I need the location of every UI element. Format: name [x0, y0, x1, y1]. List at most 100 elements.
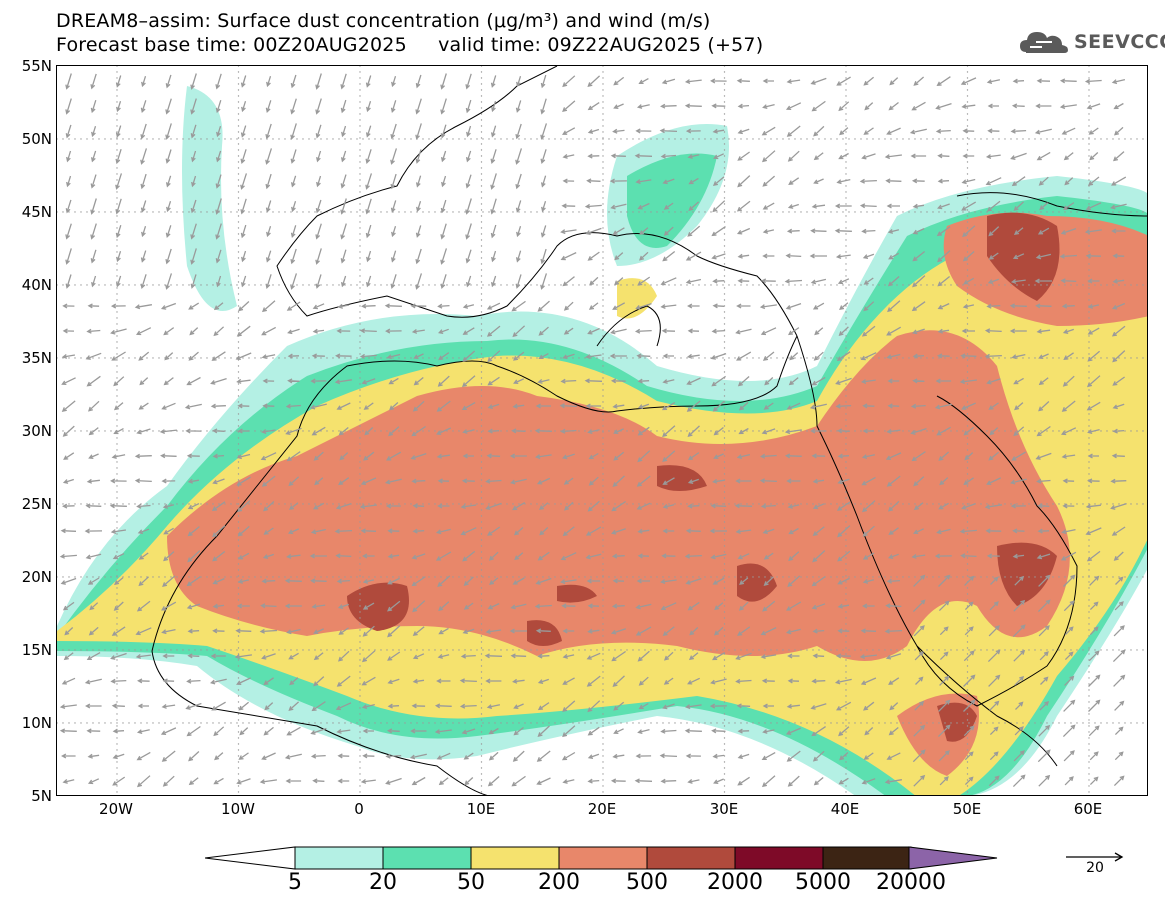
wind-arrow	[685, 278, 702, 285]
wind-arrow	[388, 426, 400, 437]
wind-arrow	[410, 303, 427, 309]
wind-arrow	[585, 526, 602, 536]
wind-arrow	[313, 451, 324, 461]
wind-arrow	[216, 275, 222, 288]
wind-arrow	[836, 76, 851, 86]
wind-arrow	[290, 273, 298, 290]
wind-arrow	[240, 198, 247, 215]
wind-arrow	[861, 778, 876, 785]
wind-arrow	[337, 603, 350, 609]
wind-arrow	[788, 327, 800, 336]
wind-arrow	[612, 302, 626, 310]
wind-arrow	[788, 177, 800, 185]
wind-arrow	[887, 403, 900, 409]
wind-arrow	[662, 178, 675, 185]
wind-arrow	[113, 402, 124, 411]
wind-arrow	[166, 201, 172, 213]
wind-arrow	[535, 577, 552, 585]
wind-arrow	[1011, 103, 1025, 109]
wind-arrow	[837, 628, 850, 634]
wind-arrow	[284, 603, 302, 609]
wind-arrow	[236, 778, 251, 785]
wind-arrow	[613, 76, 625, 86]
wind-arrow	[685, 528, 701, 534]
wind-arrow	[365, 149, 372, 164]
wind-arrow	[638, 676, 649, 686]
wind-arrow	[1059, 78, 1077, 84]
wind-arrow	[361, 676, 376, 686]
wind-arrow	[960, 553, 977, 559]
wind-arrow	[660, 728, 677, 734]
wind-arrow	[709, 703, 727, 709]
wind-arrow	[338, 477, 350, 486]
wind-arrow	[385, 328, 402, 334]
wind-arrow	[939, 626, 949, 636]
wind-arrow	[66, 150, 72, 163]
wind-arrow	[688, 452, 700, 461]
wind-arrow	[834, 678, 852, 685]
wind-arrow	[985, 154, 1001, 160]
wind-arrow	[462, 350, 476, 362]
wind-arrow	[1110, 502, 1127, 510]
wind-arrow	[612, 578, 625, 584]
wind-arrow	[712, 200, 726, 213]
wind-arrow	[310, 578, 327, 584]
wind-arrow	[87, 303, 100, 309]
wind-arrow	[989, 751, 999, 761]
wind-arrow	[135, 627, 152, 636]
wind-arrow	[310, 528, 326, 535]
wind-arrow	[1062, 503, 1075, 509]
wind-arrow	[1062, 328, 1075, 334]
wind-arrow	[939, 675, 950, 686]
wind-arrow	[634, 328, 652, 334]
wind-arrow	[1085, 503, 1101, 509]
wind-arrow	[786, 228, 800, 234]
wind-arrow	[736, 78, 750, 84]
colorbar	[205, 846, 998, 870]
wind-arrow	[712, 400, 725, 412]
wind-arrow	[62, 601, 75, 611]
wind-arrow	[762, 175, 776, 187]
wind-arrow	[862, 428, 874, 434]
wind-arrow	[712, 128, 725, 134]
wind-arrow	[465, 99, 472, 114]
wind-arrow	[737, 103, 750, 109]
wind-arrow	[988, 775, 1000, 787]
lon-label: 40E	[830, 800, 860, 818]
wind-arrow	[238, 752, 249, 760]
wind-arrow	[110, 529, 126, 535]
wind-arrow	[313, 652, 324, 661]
wind-arrow	[515, 274, 522, 289]
wind-arrow	[212, 478, 225, 485]
wind-arrow	[115, 125, 122, 138]
wind-reference-label: 20	[1086, 860, 1104, 876]
wind-arrow	[1112, 649, 1126, 663]
wind-arrow	[786, 478, 801, 484]
wind-arrow	[709, 528, 727, 534]
wind-arrow	[465, 73, 472, 90]
wind-arrow	[136, 600, 151, 612]
wind-arrow	[912, 749, 926, 763]
wind-arrow	[438, 328, 449, 334]
wind-arrow	[461, 375, 476, 388]
wind-arrow	[487, 403, 500, 410]
wind-arrow	[963, 477, 974, 485]
wind-arrow	[837, 478, 850, 485]
wind-arrow	[62, 328, 75, 334]
wind-arrow	[385, 777, 402, 785]
wind-arrow	[785, 302, 802, 310]
wind-arrow	[1060, 551, 1077, 561]
wind-arrow	[186, 678, 201, 684]
wind-arrow	[259, 628, 278, 634]
wind-arrow	[713, 453, 724, 460]
wind-arrow	[660, 602, 677, 611]
wind-arrow	[415, 175, 422, 188]
wind-arrow	[687, 154, 700, 159]
wind-arrow	[837, 453, 850, 459]
wind-arrow	[1036, 151, 1051, 161]
wind-arrow	[259, 779, 277, 785]
lat-label: 20N	[21, 568, 52, 586]
wind-arrow	[115, 75, 122, 88]
wind-arrow	[635, 179, 652, 185]
wind-arrow	[761, 428, 776, 435]
